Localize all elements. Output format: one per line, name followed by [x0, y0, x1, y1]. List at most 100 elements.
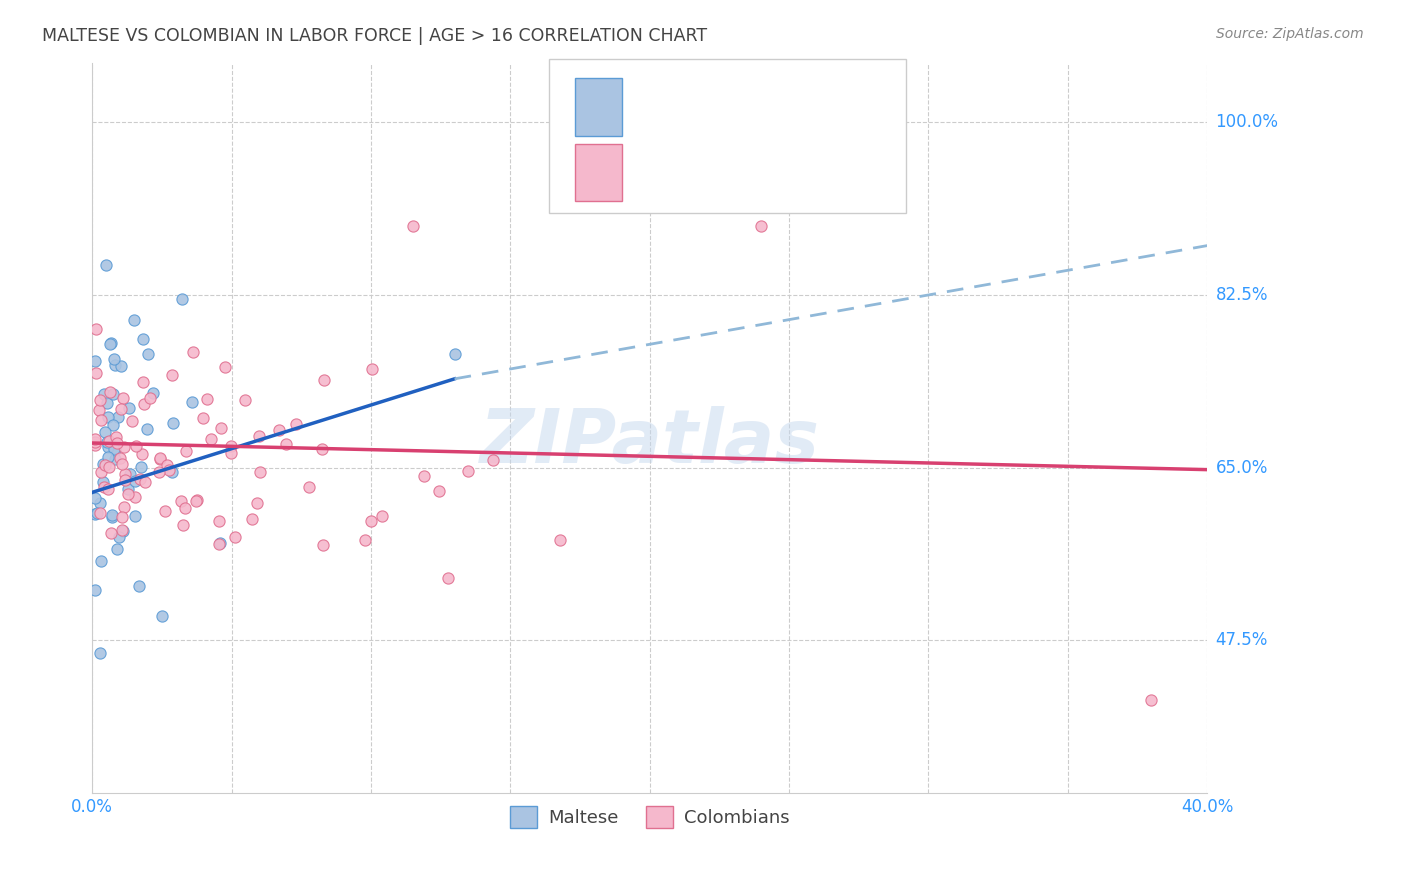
Point [353, 533, 375, 547]
Point [104, 430, 127, 444]
Point [105, 435, 128, 450]
Point [371, 509, 394, 524]
Point [285, 417, 308, 431]
Point [173, 500, 195, 515]
Point [125, 439, 148, 453]
Point [103, 417, 125, 432]
Point [90, 554, 112, 568]
Point [246, 496, 269, 510]
Point [111, 457, 134, 471]
Point [160, 368, 183, 382]
Point [84, 434, 107, 449]
Point [84, 438, 107, 452]
Point [107, 410, 129, 425]
Point [84, 432, 107, 446]
Text: ZIPatlas: ZIPatlas [479, 406, 820, 479]
Point [360, 362, 382, 376]
Point [91, 475, 114, 490]
Point [121, 414, 143, 428]
Point [110, 359, 132, 373]
Text: 47: 47 [804, 97, 831, 116]
Text: R =: R = [633, 163, 675, 182]
Point [1140, 692, 1163, 706]
Text: 47.5%: 47.5% [1216, 632, 1268, 649]
Point [103, 352, 125, 367]
Point [84, 367, 107, 381]
Point [104, 443, 127, 458]
Point [131, 447, 153, 461]
Point [94, 425, 117, 439]
Point [134, 397, 156, 411]
Point [224, 531, 246, 545]
Point [219, 439, 242, 453]
Point [200, 432, 222, 446]
Point [86, 506, 108, 520]
Point [89, 646, 111, 660]
Point [117, 483, 139, 497]
Point [443, 347, 465, 361]
Point [84, 582, 107, 597]
Point [112, 440, 135, 454]
Point [249, 465, 271, 479]
Point [87, 403, 110, 417]
Point [429, 483, 451, 498]
Point [101, 508, 124, 522]
Point [209, 420, 232, 434]
Point [114, 473, 136, 487]
Point [208, 537, 231, 551]
Point [174, 444, 197, 458]
Point [139, 391, 162, 405]
Point [124, 508, 146, 523]
Point [97, 483, 120, 497]
Point [247, 428, 270, 442]
Text: N =: N = [744, 163, 800, 182]
Point [195, 392, 218, 407]
Point [170, 494, 193, 508]
Point [749, 219, 772, 233]
Point [191, 411, 214, 425]
Text: Source: ZipAtlas.com: Source: ZipAtlas.com [1216, 27, 1364, 41]
Point [402, 219, 425, 233]
Point [98, 384, 121, 399]
Point [101, 509, 124, 524]
Point [120, 467, 142, 482]
Point [100, 335, 122, 350]
Point [84, 507, 107, 521]
Point [100, 526, 122, 541]
Point [134, 475, 156, 490]
Point [148, 451, 170, 466]
Point [105, 542, 128, 557]
Point [311, 442, 333, 456]
Text: 0.329: 0.329 [678, 97, 745, 116]
Point [107, 530, 129, 544]
Point [312, 538, 335, 552]
Point [91, 457, 114, 471]
Point [111, 524, 134, 539]
Text: 85: 85 [804, 163, 831, 182]
Point [114, 467, 136, 482]
Point [548, 533, 571, 548]
Point [104, 358, 127, 372]
Point [111, 523, 134, 537]
Point [184, 494, 207, 508]
Point [93, 480, 115, 494]
Text: 82.5%: 82.5% [1216, 286, 1268, 304]
Point [89, 496, 111, 510]
Text: -0.086: -0.086 [678, 163, 747, 182]
FancyBboxPatch shape [575, 78, 621, 136]
Point [128, 472, 150, 486]
Point [132, 375, 155, 389]
Point [437, 571, 460, 585]
Point [129, 460, 152, 475]
Point [97, 450, 120, 465]
Point [97, 434, 120, 448]
Point [267, 423, 290, 437]
Text: 65.0%: 65.0% [1216, 458, 1268, 476]
Point [124, 474, 146, 488]
Point [89, 506, 111, 520]
Point [84, 322, 107, 336]
Point [98, 336, 121, 351]
Point [170, 293, 193, 307]
Point [274, 437, 297, 451]
Point [142, 386, 165, 401]
